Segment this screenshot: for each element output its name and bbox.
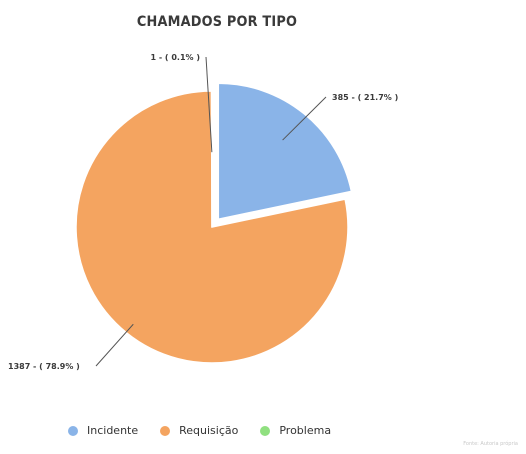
legend-swatch-requisicao	[160, 425, 171, 436]
legend-label-requisicao: Requisição	[179, 424, 239, 437]
data-label-requisicao: 1387 - ( 78.9% )	[8, 362, 80, 371]
leader-line-problema	[205, 56, 213, 153]
chart-title: CHAMADOS POR TIPO	[136, 14, 298, 30]
leader-line-requisicao	[95, 323, 134, 367]
leader-line-incidente	[282, 96, 327, 141]
watermark-text: Fonte: Autoria própria	[463, 441, 518, 447]
data-label-problema: 1 - ( 0.1% )	[150, 53, 200, 62]
legend: Incidente Requisição Problema	[68, 424, 353, 437]
legend-swatch-problema	[260, 425, 271, 436]
legend-label-incidente: Incidente	[87, 424, 139, 437]
legend-item-problema[interactable]: Problema	[260, 424, 331, 437]
legend-swatch-incidente	[68, 425, 78, 436]
legend-label-problema: Problema	[279, 424, 332, 437]
pie-slice-incidente	[217, 82, 353, 221]
data-label-incidente: 385 - ( 21.7% )	[332, 93, 398, 102]
legend-item-incidente[interactable]: Incidente	[68, 424, 138, 437]
legend-item-requisicao[interactable]: Requisição	[160, 424, 238, 437]
